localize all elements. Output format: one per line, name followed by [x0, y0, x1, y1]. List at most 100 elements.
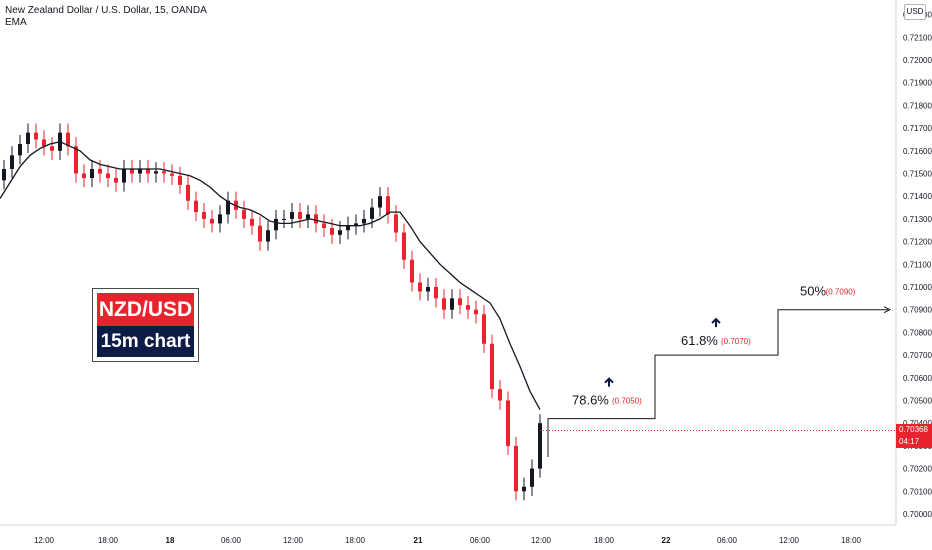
- candle-body: [74, 146, 78, 174]
- x-tick-label: 18:00: [594, 536, 615, 545]
- y-tick-label: 0.71200: [903, 238, 932, 247]
- currency-button[interactable]: USD: [904, 4, 926, 20]
- fib-level-value: (0.7050): [612, 397, 642, 406]
- candle-body: [370, 207, 374, 219]
- fib-level-value: (0.7090): [826, 288, 856, 297]
- x-tick-label: 18:00: [345, 536, 366, 545]
- y-tick-label: 0.72000: [903, 56, 932, 65]
- y-tick-label: 0.71100: [903, 260, 932, 269]
- candle-body: [322, 223, 326, 228]
- candle-body: [418, 282, 422, 292]
- x-tick-label: 12:00: [34, 536, 55, 545]
- symbol-title[interactable]: New Zealand Dollar / U.S. Dollar, 15, OA…: [5, 5, 207, 16]
- y-tick-label: 0.71700: [903, 124, 932, 133]
- candle-body: [266, 230, 270, 242]
- candle-body: [490, 343, 494, 390]
- fib-level-label: 61.8%: [681, 333, 718, 348]
- ema-line: [0, 141, 541, 410]
- candle-body: [242, 209, 246, 219]
- y-tick-label: 0.70800: [903, 328, 932, 337]
- y-tick-label: 0.71300: [903, 215, 932, 224]
- fib-step-path: 78.6% (0.7050) 61.8% (0.7070) 50% (0.7090): [540, 284, 896, 457]
- x-tick-label: 22: [662, 536, 671, 545]
- y-tick-label: 0.71900: [903, 79, 932, 88]
- candle-body: [114, 178, 118, 183]
- x-tick-label: 06:00: [717, 536, 738, 545]
- candle-body: [498, 389, 502, 401]
- candle-body: [82, 173, 86, 179]
- candle-body: [42, 139, 46, 147]
- candle-body: [426, 287, 430, 292]
- x-tick-label: 21: [414, 536, 423, 545]
- y-tick-label: 0.71500: [903, 170, 932, 179]
- y-tick-label: 0.70000: [903, 510, 932, 519]
- fib-steps-line: [547, 309, 888, 457]
- badge-pair: NZD/USD: [97, 293, 194, 326]
- y-tick-label: 0.70400: [903, 419, 932, 428]
- candle-body: [282, 218, 286, 220]
- candle-body: [378, 196, 382, 208]
- candle-body: [226, 200, 230, 215]
- x-tick-label: 06:00: [221, 536, 242, 545]
- y-tick-label: 0.70500: [903, 397, 932, 406]
- candle-body: [170, 173, 174, 176]
- candle-body: [314, 214, 318, 224]
- last-price-tag: 0.70368: [896, 424, 932, 437]
- y-tick-label: 0.71400: [903, 192, 932, 201]
- x-tick-label: 12:00: [531, 536, 552, 545]
- candle-body: [290, 212, 294, 219]
- candle-body: [338, 230, 342, 235]
- x-tick-label: 06:00: [470, 536, 491, 545]
- candle-body: [154, 171, 158, 174]
- x-tick-label: 18:00: [841, 536, 862, 545]
- candle-body: [162, 171, 166, 174]
- candle-body: [34, 132, 38, 140]
- candle-body: [466, 305, 470, 310]
- candle-body: [2, 168, 6, 181]
- candle-body: [26, 132, 30, 144]
- y-tick-label: 0.70600: [903, 374, 932, 383]
- candle-body: [194, 200, 198, 213]
- candle-body: [218, 214, 222, 224]
- y-tick-label: 0.70200: [903, 465, 932, 474]
- candle-body: [18, 143, 22, 156]
- candle-body: [298, 212, 302, 219]
- candle-body: [186, 184, 190, 201]
- candle-body: [66, 132, 70, 147]
- candle-body: [10, 155, 14, 169]
- candle-body: [482, 314, 486, 344]
- chart-legend: New Zealand Dollar / U.S. Dollar, 15, OA…: [5, 5, 207, 29]
- x-tick-label: 18:00: [98, 536, 119, 545]
- y-tick-label: 0.72100: [903, 33, 932, 42]
- candle-body: [394, 214, 398, 233]
- candle-body: [354, 223, 358, 226]
- candle-body: [410, 259, 414, 283]
- y-tick-label: 0.71800: [903, 101, 932, 110]
- candle-body: [306, 214, 310, 219]
- candle-body: [274, 218, 278, 231]
- candle-body: [538, 423, 542, 469]
- countdown-tag: 04:17: [896, 436, 932, 449]
- candle-body: [458, 298, 462, 306]
- y-tick-label: 0.71600: [903, 147, 932, 156]
- candle-body: [146, 168, 150, 174]
- candle-body: [514, 445, 518, 492]
- y-tick-label: 0.70900: [903, 306, 932, 315]
- candle-body: [474, 309, 478, 315]
- candle-body: [122, 168, 126, 183]
- candle-body: [202, 212, 206, 219]
- y-tick-label: 0.70100: [903, 487, 932, 496]
- ema-series: [0, 141, 541, 410]
- candle-body: [98, 168, 102, 174]
- candle-body: [130, 168, 134, 174]
- candle-body: [106, 173, 110, 179]
- candle-body: [530, 468, 534, 487]
- indicator-label[interactable]: EMA: [5, 17, 27, 28]
- candle-body: [506, 400, 510, 446]
- candle-body: [386, 196, 390, 215]
- step-arrowhead: [883, 306, 892, 314]
- candle-body: [362, 218, 366, 224]
- candle-body: [50, 146, 54, 151]
- candle-body: [442, 298, 446, 310]
